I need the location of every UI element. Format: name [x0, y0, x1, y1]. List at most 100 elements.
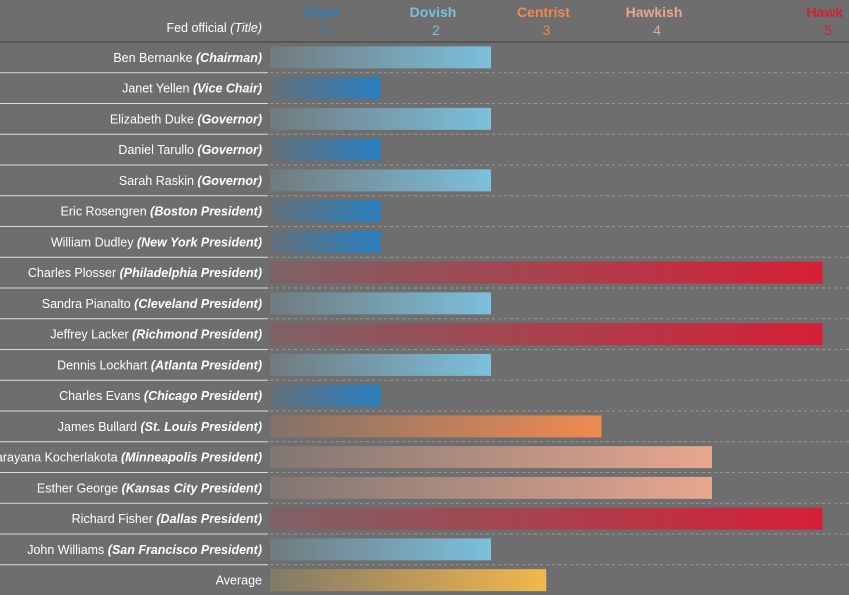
official-row: Narayana Kocherlakota (Minneapolis Presi…: [0, 446, 712, 469]
official-name: Sarah Raskin: [119, 174, 194, 188]
official-title: (Governor): [194, 143, 262, 157]
official-title: (New York President): [133, 235, 262, 249]
official-row: John Williams (San Francisco President): [27, 538, 491, 561]
official-bar: [270, 353, 491, 376]
official-bar: [270, 46, 491, 69]
row-dividers: [0, 41, 849, 566]
official-row: Jeffrey Lacker (Richmond President): [50, 323, 823, 346]
official-label: Dennis Lockhart (Atlanta President): [57, 358, 262, 372]
official-bar: [270, 292, 491, 315]
official-bar: [270, 169, 491, 192]
official-label: Charles Plosser (Philadelphia President): [28, 266, 262, 280]
official-bar: [270, 384, 381, 407]
official-title: (Governor): [194, 174, 262, 188]
official-row: Sandra Pianalto (Cleveland President): [42, 292, 491, 315]
official-name: Dennis Lockhart: [57, 358, 148, 372]
official-bar: [270, 538, 491, 561]
official-label: Eric Rosengren (Boston President): [61, 205, 262, 219]
official-title: (Minneapolis President): [118, 451, 262, 465]
chart-header: Fed official (Title): [166, 21, 262, 35]
official-name: James Bullard: [58, 420, 137, 434]
official-name: Charles Plosser: [28, 266, 116, 280]
official-row: Charles Plosser (Philadelphia President): [28, 261, 823, 284]
average-row: Average: [216, 569, 547, 592]
scale-label-4: Hawkish: [626, 4, 683, 20]
official-bar: [270, 138, 381, 161]
official-title: (Boston President): [147, 205, 262, 219]
official-label: Sarah Raskin (Governor): [119, 174, 262, 188]
official-title: (St. Louis President): [137, 420, 262, 434]
official-bar: [270, 77, 381, 100]
official-bar: [270, 507, 823, 530]
official-label: Jeffrey Lacker (Richmond President): [50, 328, 262, 342]
official-name: Ben Bernanke: [113, 51, 192, 65]
official-bar: [270, 446, 712, 469]
scale-number-2: 2: [432, 22, 440, 38]
official-title: (Atlanta President): [147, 358, 262, 372]
official-name: Esther George: [37, 481, 118, 495]
average-label: Average: [216, 574, 262, 588]
official-name: Richard Fisher: [72, 512, 153, 526]
official-name: John Williams: [27, 543, 104, 557]
official-row: Richard Fisher (Dallas President): [72, 507, 823, 530]
official-row: Daniel Tarullo (Governor): [118, 138, 381, 161]
official-label: Charles Evans (Chicago President): [59, 389, 262, 403]
official-title: (Kansas City President): [118, 481, 262, 495]
official-row: Sarah Raskin (Governor): [119, 169, 491, 192]
official-name: Average: [216, 574, 262, 588]
official-label: Richard Fisher (Dallas President): [72, 512, 262, 526]
official-label: Esther George (Kansas City President): [37, 481, 262, 495]
scale-label-3: Centrist: [517, 4, 570, 20]
official-label: Sandra Pianalto (Cleveland President): [42, 297, 262, 311]
official-row: Esther George (Kansas City President): [37, 476, 712, 499]
category-scale: Dove 1 Dovish 2 Centrist 3 Hawkish 4 Hawk 5: [305, 4, 843, 38]
official-title: (Vice Chair): [190, 82, 262, 96]
official-bar: [270, 415, 602, 438]
official-row: Elizabeth Duke (Governor): [110, 107, 491, 130]
official-bar: [270, 323, 823, 346]
official-label: John Williams (San Francisco President): [27, 543, 262, 557]
official-title: (Chairman): [193, 51, 262, 65]
official-name: Charles Evans: [59, 389, 140, 403]
official-label: Ben Bernanke (Chairman): [113, 51, 262, 65]
official-title: (Richmond President): [129, 328, 262, 342]
official-row: William Dudley (New York President): [51, 230, 381, 253]
official-row: James Bullard (St. Louis President): [58, 415, 602, 438]
scale-number-3: 3: [543, 22, 551, 38]
official-label: Daniel Tarullo (Governor): [118, 143, 262, 157]
official-name: William Dudley: [51, 235, 134, 249]
official-title: (Cleveland President): [131, 297, 262, 311]
official-bar: [270, 476, 712, 499]
official-label: Janet Yellen (Vice Chair): [122, 82, 262, 96]
official-name: Daniel Tarullo: [118, 143, 194, 157]
official-name: Eric Rosengren: [61, 205, 147, 219]
official-bar: [270, 200, 381, 223]
scale-number-1: 1: [322, 22, 330, 38]
official-name: Elizabeth Duke: [110, 112, 194, 126]
average-bar: [270, 569, 547, 592]
official-label: William Dudley (New York President): [51, 235, 262, 249]
scale-number-4: 4: [653, 22, 661, 38]
official-title: (Dallas President): [153, 512, 262, 526]
official-name: Sandra Pianalto: [42, 297, 131, 311]
official-title: (Philadelphia President): [116, 266, 262, 280]
official-row: Charles Evans (Chicago President): [59, 384, 381, 407]
official-name: Janet Yellen: [122, 82, 189, 96]
official-label: Narayana Kocherlakota (Minneapolis Presi…: [0, 451, 262, 465]
scale-label-1: Dove: [305, 4, 339, 20]
scale-number-5: 5: [824, 22, 832, 38]
official-rows: Ben Bernanke (Chairman) Janet Yellen (Vic…: [0, 46, 823, 592]
header-label: Fed official (Title): [166, 21, 262, 35]
official-name: Narayana Kocherlakota: [0, 451, 118, 465]
official-row: Eric Rosengren (Boston President): [61, 200, 381, 223]
official-bar: [270, 230, 381, 253]
official-label: James Bullard (St. Louis President): [58, 420, 262, 434]
official-title: (Governor): [194, 112, 262, 126]
official-row: Dennis Lockhart (Atlanta President): [57, 353, 491, 376]
official-name: Jeffrey Lacker: [50, 328, 128, 342]
official-bar: [270, 261, 823, 284]
official-row: Ben Bernanke (Chairman): [113, 46, 491, 69]
official-title: (San Francisco President): [104, 543, 262, 557]
official-bar: [270, 107, 491, 130]
